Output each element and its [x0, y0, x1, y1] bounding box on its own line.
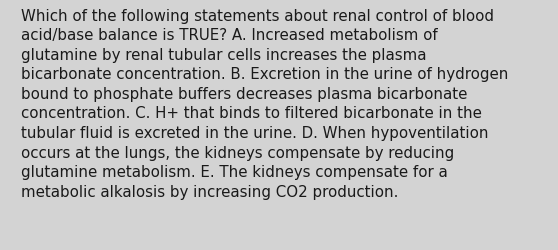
- Text: Which of the following statements about renal control of blood
acid/base balance: Which of the following statements about …: [21, 8, 508, 199]
